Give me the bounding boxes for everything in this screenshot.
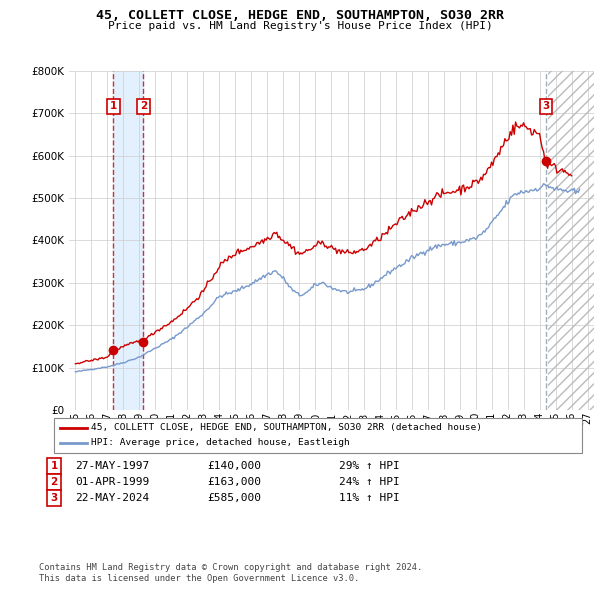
Text: Price paid vs. HM Land Registry's House Price Index (HPI): Price paid vs. HM Land Registry's House … — [107, 21, 493, 31]
Text: 24% ↑ HPI: 24% ↑ HPI — [339, 477, 400, 487]
Text: 11% ↑ HPI: 11% ↑ HPI — [339, 493, 400, 503]
Text: 2: 2 — [140, 101, 147, 112]
Text: 3: 3 — [50, 493, 58, 503]
Text: 27-MAY-1997: 27-MAY-1997 — [75, 461, 149, 471]
Bar — [548, 71, 596, 410]
Text: £140,000: £140,000 — [207, 461, 261, 471]
Text: 1: 1 — [50, 461, 58, 471]
Text: 22-MAY-2024: 22-MAY-2024 — [75, 493, 149, 503]
Text: Contains HM Land Registry data © Crown copyright and database right 2024.: Contains HM Land Registry data © Crown c… — [39, 563, 422, 572]
Text: 45, COLLETT CLOSE, HEDGE END, SOUTHAMPTON, SO30 2RR: 45, COLLETT CLOSE, HEDGE END, SOUTHAMPTO… — [96, 9, 504, 22]
Text: 2: 2 — [50, 477, 58, 487]
Bar — [113, 71, 143, 410]
Text: 29% ↑ HPI: 29% ↑ HPI — [339, 461, 400, 471]
Bar — [548, 71, 596, 410]
Text: 01-APR-1999: 01-APR-1999 — [75, 477, 149, 487]
Text: 45, COLLETT CLOSE, HEDGE END, SOUTHAMPTON, SO30 2RR (detached house): 45, COLLETT CLOSE, HEDGE END, SOUTHAMPTO… — [91, 424, 482, 432]
Text: £585,000: £585,000 — [207, 493, 261, 503]
Text: HPI: Average price, detached house, Eastleigh: HPI: Average price, detached house, East… — [91, 438, 350, 447]
Text: 1: 1 — [110, 101, 117, 112]
Text: This data is licensed under the Open Government Licence v3.0.: This data is licensed under the Open Gov… — [39, 574, 359, 583]
Text: 3: 3 — [542, 101, 550, 112]
Text: £163,000: £163,000 — [207, 477, 261, 487]
